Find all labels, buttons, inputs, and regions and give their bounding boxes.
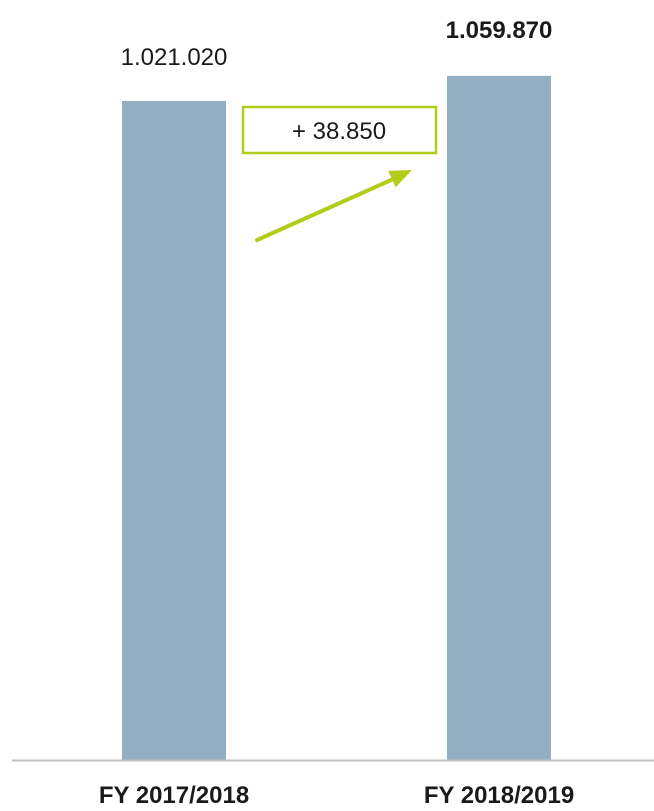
change-arrow-icon (255, 174, 402, 242)
x-tick-label-2: FY 2018/2019 (424, 782, 574, 809)
labels-layer: 1.021.020 FY 2017/2018 1.059.870 FY 2018/20… (99, 17, 574, 809)
bars-layer (122, 75, 551, 760)
data-label-1: 1.021.020 (121, 44, 228, 71)
arrowhead-icon (388, 170, 412, 188)
x-tick-label-1: FY 2017/2018 (99, 782, 249, 809)
change-annotation: + 38.850 (241, 105, 438, 242)
bar-1 (122, 100, 226, 760)
change-annotation-box (241, 105, 438, 155)
change-annotation-label: + 38.850 (292, 118, 386, 145)
bar-2 (447, 75, 551, 760)
data-label-2: 1.059.870 (446, 17, 553, 44)
